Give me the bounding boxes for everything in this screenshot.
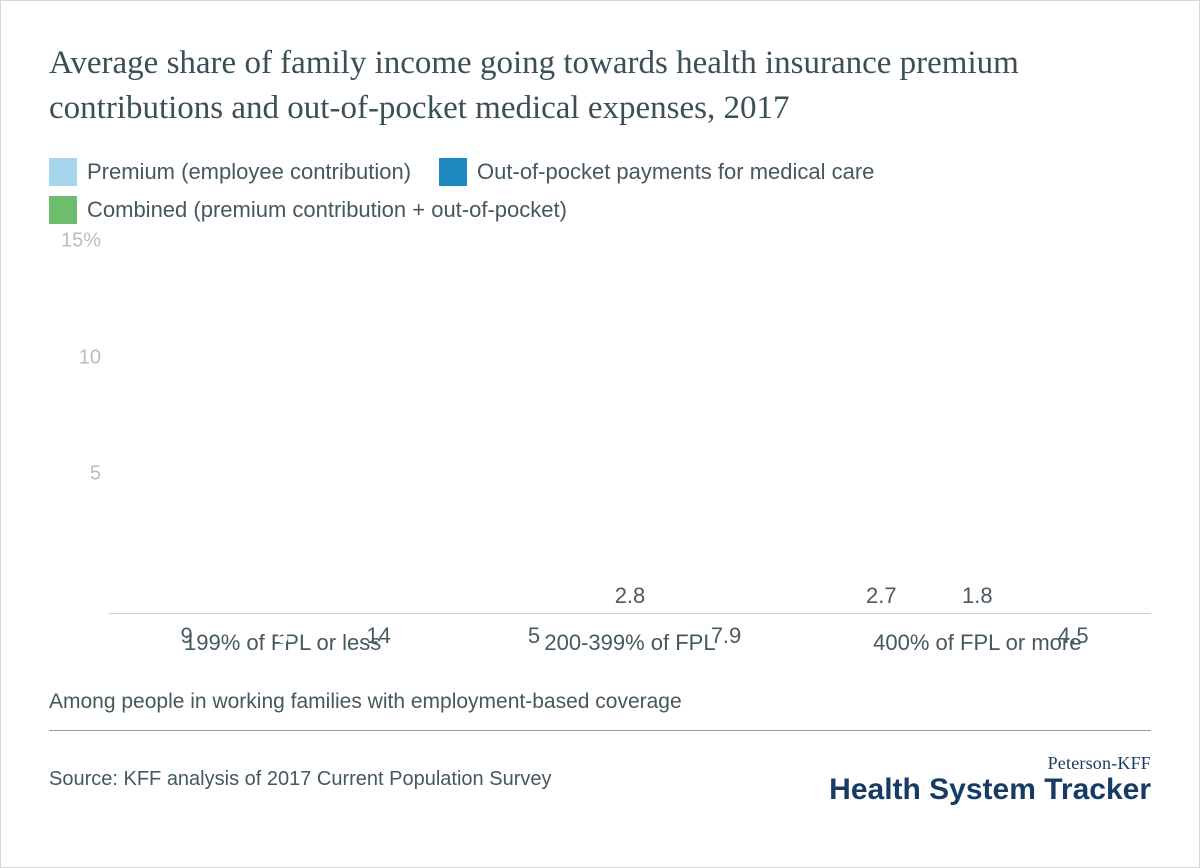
- chart-area: 51015% 951452.87.92.71.84.5: [49, 264, 1151, 614]
- legend-item: Premium (employee contribution): [49, 158, 411, 186]
- bar-value-label: 7.9: [678, 623, 774, 649]
- source-text: Source: KFF analysis of 2017 Current Pop…: [49, 768, 551, 791]
- legend-label: Combined (premium contribution + out-of-…: [87, 197, 567, 223]
- y-tick: 10: [79, 346, 101, 369]
- bar-value-label: 5: [235, 623, 331, 649]
- legend-item: Combined (premium contribution + out-of-…: [49, 196, 567, 224]
- chart-note: Among people in working families with em…: [49, 690, 1151, 731]
- footer: Source: KFF analysis of 2017 Current Pop…: [49, 753, 1151, 806]
- legend-swatch: [439, 158, 467, 186]
- chart-title: Average share of family income going tow…: [49, 41, 1151, 130]
- legend: Premium (employee contribution) Out-of-po…: [49, 158, 1049, 224]
- logo-bottom-line: Health System Tracker: [829, 774, 1151, 806]
- bar-value-label: 2.7: [833, 583, 929, 609]
- y-axis: 51015%: [49, 264, 109, 614]
- bar-value-label: 14: [331, 623, 427, 649]
- bar-value-label: 2.8: [582, 583, 678, 609]
- legend-label: Premium (employee contribution): [87, 159, 411, 185]
- legend-swatch: [49, 158, 77, 186]
- logo-top-line: Peterson-KFF: [829, 753, 1151, 774]
- bar-value-label: 4.5: [1025, 623, 1121, 649]
- logo: Peterson-KFF Health System Tracker: [829, 753, 1151, 806]
- bar-value-label: 5: [486, 623, 582, 649]
- y-tick: 15%: [61, 230, 101, 253]
- bar-value-label: 9: [139, 623, 235, 649]
- plot-area: 951452.87.92.71.84.5: [109, 264, 1151, 614]
- y-tick: 5: [90, 463, 101, 486]
- bar-value-label: 1.8: [929, 583, 1025, 609]
- legend-item: Out-of-pocket payments for medical care: [439, 158, 874, 186]
- legend-swatch: [49, 196, 77, 224]
- legend-label: Out-of-pocket payments for medical care: [477, 159, 874, 185]
